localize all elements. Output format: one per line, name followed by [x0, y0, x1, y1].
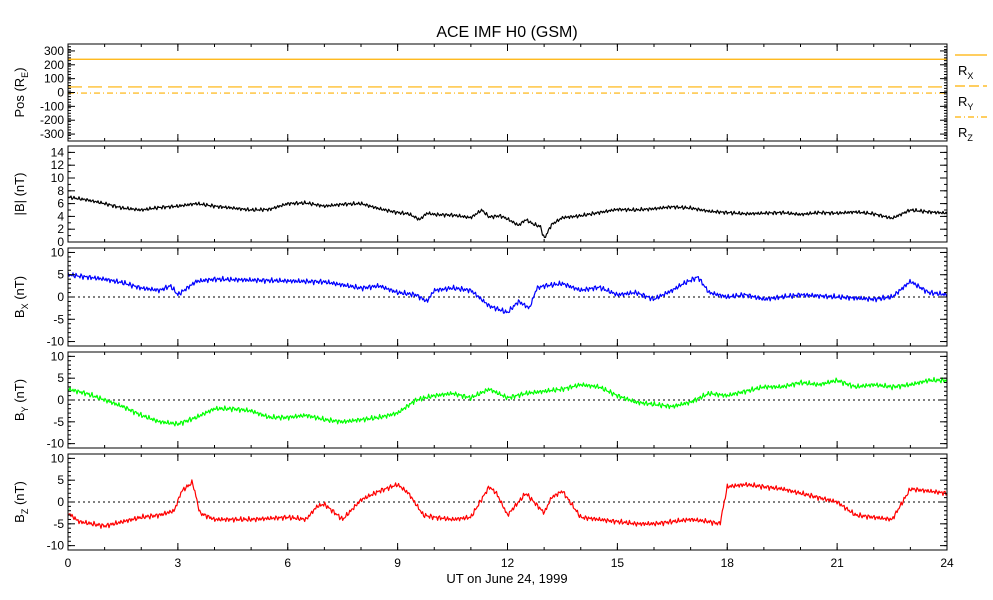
- x-axis-label: UT on June 24, 1999: [446, 571, 567, 586]
- y-tick-label: 4: [57, 209, 64, 223]
- y-tick-label: 2: [57, 222, 64, 236]
- series-line-bz: [68, 479, 947, 529]
- y-tick-label: -300: [40, 127, 64, 141]
- x-tick-label: 15: [611, 556, 625, 570]
- y-tick-label: -10: [47, 539, 65, 553]
- y-axis-label: BX (nT): [12, 276, 30, 318]
- y-tick-label: 0: [57, 393, 64, 407]
- y-tick-label: 5: [57, 268, 64, 282]
- x-tick-label: 9: [394, 556, 401, 570]
- y-axis-label: BY (nT): [12, 379, 30, 421]
- y-tick-label: 6: [57, 197, 64, 211]
- series-line-bx: [68, 271, 947, 314]
- y-tick-label: -5: [53, 517, 64, 531]
- y-tick-label: 200: [44, 58, 64, 72]
- chart-title: ACE IMF H0 (GSM): [436, 24, 577, 41]
- y-tick-label: 0: [57, 495, 64, 509]
- x-tick-label: 3: [175, 556, 182, 570]
- y-tick-label: 8: [57, 184, 64, 198]
- y-tick-label: 0: [57, 235, 64, 249]
- y-tick-label: 100: [44, 72, 64, 86]
- y-tick-label: 10: [51, 171, 65, 185]
- x-tick-label: 18: [721, 556, 735, 570]
- x-tick-label: 0: [65, 556, 72, 570]
- panel-bz: -10 -5 0 5 10 BZ (nT) 0 3 6 9 12 15 18 21 24: [12, 451, 954, 570]
- series-line-bmag: [68, 195, 947, 239]
- legend-label-rx: RX: [958, 63, 973, 81]
- legend-label-ry: RY: [958, 94, 973, 112]
- y-tick-label: 10: [51, 451, 65, 465]
- y-axis-label: BZ (nT): [12, 481, 30, 523]
- panel-frame: [67, 145, 948, 243]
- legend-label-rz: RZ: [958, 125, 973, 143]
- y-tick-label: 14: [51, 145, 65, 159]
- y-tick-label: 10: [51, 349, 65, 363]
- panel-bx: -10 -5 0 5 10 BX (nT): [12, 245, 948, 349]
- y-tick-label: 5: [57, 473, 64, 487]
- y-axis-label: Pos (RE): [12, 67, 30, 117]
- y-tick-label: 0: [57, 86, 64, 100]
- y-tick-label: -5: [53, 415, 64, 429]
- x-tick-label: 24: [940, 556, 954, 570]
- y-tick-label: -10: [47, 437, 65, 451]
- y-tick-label: 0: [57, 290, 64, 304]
- y-tick-label: 5: [57, 371, 64, 385]
- y-tick-label: -5: [53, 312, 64, 326]
- panel-by: -10 -5 0 5 10 BY (nT): [12, 349, 948, 451]
- x-tick-label: 21: [830, 556, 844, 570]
- x-tick-label: 6: [284, 556, 291, 570]
- y-tick-label: 10: [51, 245, 65, 259]
- y-tick-label: 12: [51, 158, 65, 172]
- y-tick-label: -100: [40, 99, 64, 113]
- series-line-by: [68, 376, 947, 427]
- y-tick-label: -200: [40, 113, 64, 127]
- y-axis-label: |B| (nT): [12, 173, 27, 216]
- x-tick-label: 12: [501, 556, 515, 570]
- y-tick-label: 300: [44, 44, 64, 58]
- y-tick-label: -10: [47, 335, 65, 349]
